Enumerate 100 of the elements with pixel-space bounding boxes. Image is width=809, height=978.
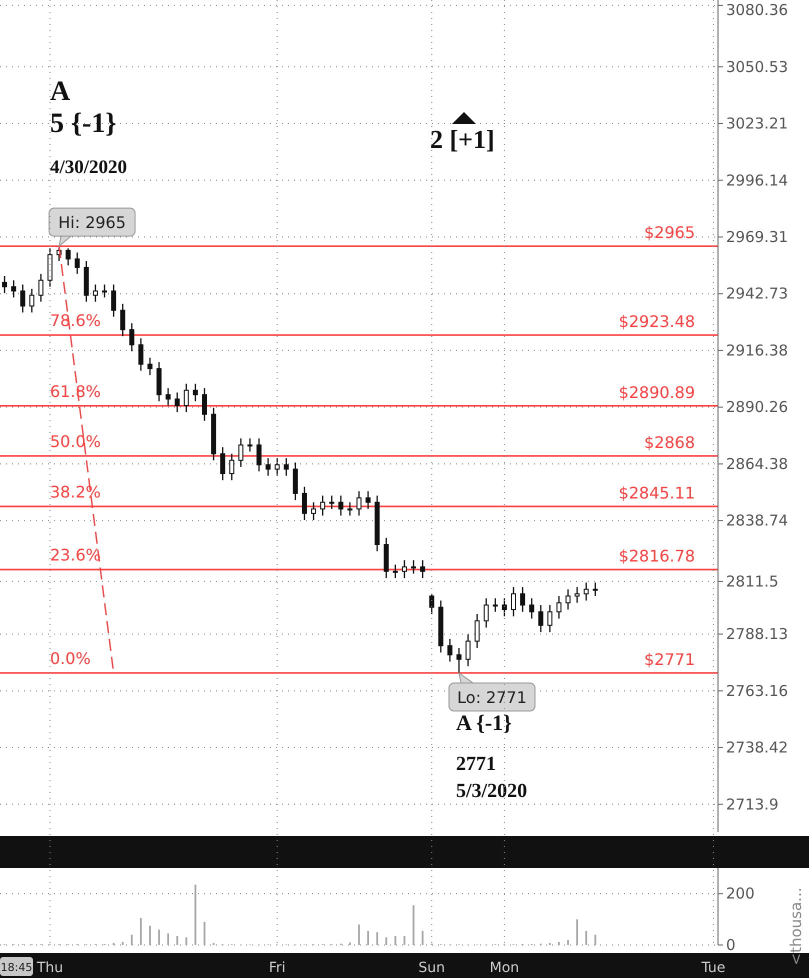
y-tick-label: 3023.21	[726, 114, 788, 133]
y-tick-label: 2864.38	[726, 454, 788, 473]
annotation: 2771	[456, 753, 496, 775]
text: 18:45	[0, 961, 32, 974]
candlestick	[366, 490, 371, 510]
y-tick-label: 2942.73	[726, 284, 788, 303]
annotation: 38.2%	[50, 482, 101, 502]
candlestick	[266, 457, 271, 476]
y-tick-label: 2969.31	[726, 228, 788, 246]
candlestick	[192, 383, 198, 402]
y-tick-label: 2788.13	[726, 625, 788, 644]
annotation: Hi: 2965	[58, 213, 126, 232]
candlestick	[447, 638, 452, 662]
candlestick	[138, 338, 144, 372]
candlestick	[529, 598, 534, 620]
candlestick	[220, 446, 226, 481]
candlestick	[456, 647, 462, 674]
annotation: A {-1}	[456, 710, 512, 735]
candlestick	[311, 502, 316, 521]
y-tick-label: 2916.38	[726, 341, 788, 360]
x-tick-label: Tue	[700, 960, 726, 976]
candlestick	[174, 392, 180, 413]
x-tick-label: Sun	[418, 960, 446, 976]
candlestick	[147, 357, 152, 376]
candlestick	[66, 248, 71, 266]
candlestick	[347, 502, 352, 516]
candlestick	[502, 598, 507, 617]
candlestick	[111, 284, 116, 318]
y-tick-label: 2838.74	[726, 512, 788, 530]
candlestick	[274, 457, 280, 476]
x-tick-label: Thu	[36, 960, 64, 976]
candlestick	[129, 322, 134, 352]
candlestick	[320, 495, 326, 516]
y-tick-label: 2996.14	[726, 171, 788, 190]
candlestick	[247, 438, 252, 452]
ref-line-label: $2923.48	[618, 312, 695, 332]
candlestick	[238, 438, 244, 468]
y-tick-label: 2738.42	[726, 738, 788, 757]
ref-line-label: $2965	[644, 223, 695, 242]
candlestick	[492, 598, 498, 612]
candlestick	[20, 284, 26, 314]
candlestick	[392, 564, 398, 579]
candlestick	[202, 387, 207, 422]
candlestick	[338, 495, 344, 516]
x-tick-label: Fri	[268, 960, 286, 976]
annotation: 61.8%	[50, 382, 101, 401]
candlestick	[329, 495, 334, 510]
candlestick	[592, 582, 598, 597]
ref-line-label: $2845.11	[618, 483, 695, 502]
candlestick	[166, 387, 171, 406]
candlestick	[284, 457, 289, 476]
y-axis-title: <thousa...	[787, 888, 805, 966]
x-tick-label: Mon	[490, 960, 520, 976]
ref-line-label: $2890.89	[618, 382, 695, 402]
candlestick	[538, 604, 544, 633]
candlestick	[184, 383, 189, 413]
candlestick	[302, 486, 307, 521]
candlestick	[566, 588, 571, 610]
candlestick	[420, 560, 426, 579]
ref-line-label: $2868	[644, 432, 695, 452]
candlestick	[584, 582, 589, 602]
annotation: 2 [+1]	[430, 125, 495, 154]
y-tick-label: 2763.16	[726, 682, 788, 700]
ref-line-label: $2771	[644, 650, 695, 669]
annotation: 4/30/2020	[50, 157, 128, 178]
candlestick	[229, 453, 234, 481]
candlestick	[2, 275, 8, 294]
candlestick	[120, 303, 126, 337]
candlestick	[484, 598, 489, 628]
candlestick	[520, 586, 526, 612]
y-tick-label: 200	[726, 884, 755, 903]
candlestick	[102, 284, 108, 298]
candlestick	[38, 273, 44, 302]
candlestick	[92, 284, 98, 302]
annotation: 5/3/2020	[456, 780, 528, 802]
candlestick	[429, 593, 434, 615]
candlestick	[74, 252, 80, 275]
candlestick	[556, 595, 562, 620]
candlestick	[511, 586, 516, 617]
y-tick-label: 3080.36	[726, 1, 788, 19]
annotation: A	[50, 76, 71, 107]
y-tick-label: 0	[726, 936, 736, 954]
y-tick-label: 2890.26	[726, 398, 788, 416]
y-tick-label: 3050.53	[726, 58, 788, 76]
y-tick-label: 2811.5	[726, 572, 778, 590]
candlestick	[547, 604, 552, 633]
ref-line-label: $2816.78	[618, 546, 695, 566]
candlestick	[356, 490, 362, 516]
annotation: 0.0%	[50, 648, 91, 668]
candlestick	[256, 438, 262, 472]
candlestick	[11, 280, 16, 298]
candlestick	[466, 634, 471, 667]
candlestick	[411, 560, 416, 574]
candlestick	[474, 613, 480, 649]
candlestick	[402, 560, 407, 579]
candlestick	[29, 288, 34, 314]
annotation: Lo: 2771	[457, 688, 527, 707]
annotation: 5 {-1}	[50, 108, 116, 139]
y-tick-label: 2713.9	[726, 795, 778, 814]
annotation: 50.0%	[50, 432, 101, 451]
